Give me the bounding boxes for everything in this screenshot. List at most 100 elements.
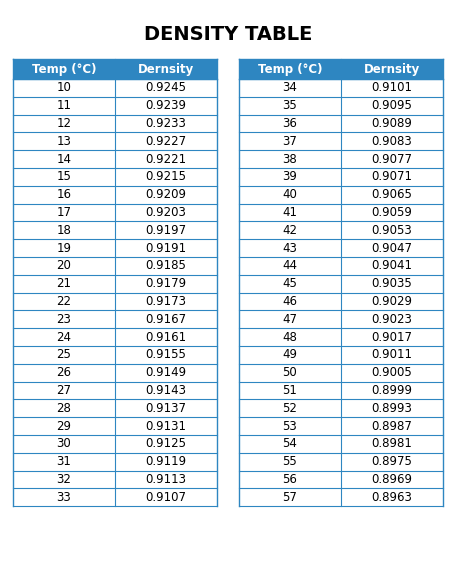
Text: 34: 34 [282, 81, 297, 94]
Text: 19: 19 [56, 241, 71, 254]
Text: 0.9119: 0.9119 [145, 455, 186, 468]
Text: 0.9179: 0.9179 [145, 277, 186, 290]
Text: 0.9155: 0.9155 [145, 349, 186, 362]
Text: 32: 32 [56, 473, 71, 486]
Text: 0.9209: 0.9209 [145, 188, 186, 201]
Text: 30: 30 [56, 438, 71, 451]
Text: 0.9233: 0.9233 [145, 117, 186, 130]
Text: 0.9005: 0.9005 [371, 366, 411, 379]
Text: 41: 41 [282, 206, 297, 219]
Text: 50: 50 [282, 366, 297, 379]
Text: 0.9023: 0.9023 [371, 313, 411, 326]
Text: 0.9203: 0.9203 [145, 206, 186, 219]
Text: 21: 21 [56, 277, 71, 290]
Text: 0.9095: 0.9095 [371, 99, 411, 112]
Text: 57: 57 [282, 491, 297, 504]
Text: 11: 11 [56, 99, 71, 112]
Text: 13: 13 [56, 135, 71, 148]
Text: 0.9077: 0.9077 [371, 153, 412, 166]
Text: 38: 38 [282, 153, 297, 166]
Text: 0.9221: 0.9221 [145, 153, 186, 166]
Text: 0.9125: 0.9125 [145, 438, 186, 451]
Text: 37: 37 [282, 135, 297, 148]
Text: 0.8963: 0.8963 [371, 491, 411, 504]
Text: 45: 45 [282, 277, 297, 290]
Text: 17: 17 [56, 206, 71, 219]
Text: 0.9239: 0.9239 [145, 99, 186, 112]
Text: 0.9017: 0.9017 [371, 331, 412, 343]
Text: 47: 47 [282, 313, 297, 326]
Text: 0.9041: 0.9041 [371, 259, 412, 272]
Bar [238, 59, 442, 79]
Text: 55: 55 [282, 455, 297, 468]
Text: 0.8987: 0.8987 [371, 420, 411, 433]
Text: 28: 28 [56, 402, 71, 415]
Text: 36: 36 [282, 117, 297, 130]
Text: 0.9035: 0.9035 [371, 277, 411, 290]
Text: DENSITY TABLE: DENSITY TABLE [143, 24, 312, 43]
Text: 23: 23 [56, 313, 71, 326]
Text: 0.8993: 0.8993 [371, 402, 411, 415]
Text: 14: 14 [56, 153, 71, 166]
Text: Dernsity: Dernsity [363, 63, 419, 76]
Text: 0.9143: 0.9143 [145, 384, 186, 397]
Text: 0.9161: 0.9161 [145, 331, 186, 343]
Text: 31: 31 [56, 455, 71, 468]
Text: 24: 24 [56, 331, 71, 343]
Text: 48: 48 [282, 331, 297, 343]
Bar [13, 59, 217, 79]
Text: 33: 33 [56, 491, 71, 504]
Text: 0.9167: 0.9167 [145, 313, 186, 326]
Text: 53: 53 [282, 420, 297, 433]
Text: 0.9197: 0.9197 [145, 224, 186, 237]
Text: 15: 15 [56, 170, 71, 183]
Text: 0.8999: 0.8999 [371, 384, 412, 397]
Text: 0.9089: 0.9089 [371, 117, 411, 130]
Text: 0.9011: 0.9011 [371, 349, 412, 362]
Text: 0.9131: 0.9131 [145, 420, 186, 433]
Text: 56: 56 [282, 473, 297, 486]
Text: 22: 22 [56, 295, 71, 308]
Text: 0.9113: 0.9113 [145, 473, 186, 486]
Text: 0.9185: 0.9185 [145, 259, 186, 272]
Text: 42: 42 [282, 224, 297, 237]
Text: 29: 29 [56, 420, 71, 433]
Text: 0.9083: 0.9083 [371, 135, 411, 148]
Text: 0.9227: 0.9227 [145, 135, 186, 148]
Text: 0.9215: 0.9215 [145, 170, 186, 183]
Text: 20: 20 [56, 259, 71, 272]
Text: 40: 40 [282, 188, 297, 201]
Text: 0.9059: 0.9059 [371, 206, 411, 219]
Text: 0.9053: 0.9053 [371, 224, 411, 237]
Text: 0.8981: 0.8981 [371, 438, 411, 451]
Text: 0.9173: 0.9173 [145, 295, 186, 308]
Text: 0.9245: 0.9245 [145, 81, 186, 94]
Text: 10: 10 [56, 81, 71, 94]
Text: Dernsity: Dernsity [137, 63, 194, 76]
Text: 25: 25 [56, 349, 71, 362]
Text: 0.9191: 0.9191 [145, 241, 186, 254]
Text: 43: 43 [282, 241, 297, 254]
Text: 16: 16 [56, 188, 71, 201]
Text: 51: 51 [282, 384, 297, 397]
Text: 0.9071: 0.9071 [371, 170, 412, 183]
Text: 44: 44 [282, 259, 297, 272]
Text: 12: 12 [56, 117, 71, 130]
Text: 0.9107: 0.9107 [145, 491, 186, 504]
Text: 35: 35 [282, 99, 297, 112]
Text: 52: 52 [282, 402, 297, 415]
Text: 18: 18 [56, 224, 71, 237]
Text: Temp (°C): Temp (°C) [257, 63, 322, 76]
Text: 54: 54 [282, 438, 297, 451]
Text: 0.9047: 0.9047 [371, 241, 412, 254]
Text: 0.9065: 0.9065 [371, 188, 411, 201]
Text: 46: 46 [282, 295, 297, 308]
Text: Temp (°C): Temp (°C) [32, 63, 96, 76]
Text: 0.9149: 0.9149 [145, 366, 186, 379]
Text: 26: 26 [56, 366, 71, 379]
Text: 49: 49 [282, 349, 297, 362]
Text: 0.8975: 0.8975 [371, 455, 411, 468]
Text: 27: 27 [56, 384, 71, 397]
Text: 0.9029: 0.9029 [371, 295, 412, 308]
Text: 0.9137: 0.9137 [145, 402, 186, 415]
